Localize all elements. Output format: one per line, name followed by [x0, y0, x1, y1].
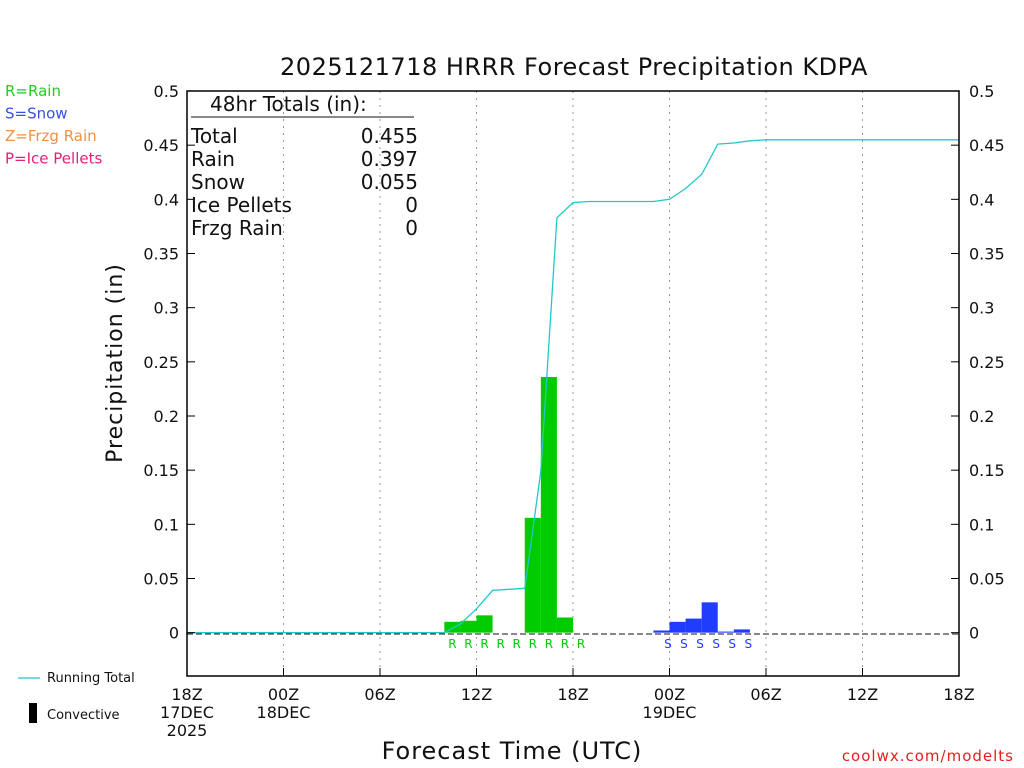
- y-tick-label: 0.45: [143, 136, 179, 155]
- precip-bar-rain: [556, 617, 573, 633]
- ptype-marker: R: [561, 637, 569, 651]
- y-axis-left: 0.5 0.45 0.4 0.35 0.3 0.25 0.2 0.15 0.1 0.05 0: [143, 82, 195, 643]
- running-total-legend-label: Running Total: [47, 671, 135, 686]
- bottom-legend: Running Total Convective: [18, 671, 135, 723]
- y-tick-label: 0.4: [969, 190, 994, 209]
- x-axis-label: Forecast Time (UTC): [382, 737, 643, 765]
- ptype-marker: R: [577, 637, 585, 651]
- x-tick-label: 12Z: [847, 685, 878, 704]
- ptype-marker: R: [529, 637, 537, 651]
- ptype-marker: S: [744, 637, 752, 651]
- x-tick-label: 18Z: [171, 685, 202, 704]
- ptype-marker: R: [480, 637, 488, 651]
- ptype-legend-item: P=Ice Pellets: [5, 150, 102, 168]
- totals-label: Total: [190, 124, 238, 148]
- totals-label: Ice Pellets: [191, 193, 292, 217]
- totals-label: Frzg Rain: [191, 216, 283, 240]
- y-tick-label: 0.2: [154, 407, 179, 426]
- y-tick-label: 0.3: [154, 299, 179, 318]
- ptype-marker: R: [513, 637, 521, 651]
- totals-value: 0.055: [361, 170, 418, 194]
- y-tick-label: 0.3: [969, 299, 994, 318]
- ptype-legend-item: R=Rain: [5, 82, 61, 100]
- ptype-marker: R: [496, 637, 504, 651]
- precip-bar-snow: [701, 602, 718, 633]
- precip-bars: [444, 377, 750, 633]
- y-tick-label: 0.45: [969, 136, 1005, 155]
- chart-title: 2025121718 HRRR Forecast Precipitation K…: [280, 53, 868, 81]
- convective-legend-swatch: [29, 703, 37, 723]
- precip-bar-snow: [669, 621, 686, 633]
- precip-bar-snow: [685, 618, 702, 633]
- ptype-marker: S: [696, 637, 704, 651]
- ptype-legend: R=Rain S=Snow Z=Frzg Rain P=Ice Pellets: [5, 82, 102, 168]
- precip-bar-rain: [476, 615, 493, 633]
- y-tick-label: 0.15: [143, 461, 179, 480]
- ptype-marker: R: [448, 637, 456, 651]
- y-tick-label: 0.4: [154, 190, 179, 209]
- precip-bar-snow: [653, 630, 670, 633]
- y-axis-label: Precipitation (in): [103, 263, 128, 463]
- precip-bar-snow: [733, 629, 750, 633]
- totals-value: 0: [405, 193, 418, 217]
- totals-box: 48hr Totals (in): Total 0.455 Rain 0.397 Sno…: [190, 92, 418, 240]
- ptype-marker: R: [545, 637, 553, 651]
- totals-label: Rain: [191, 147, 235, 171]
- ptype-marker: S: [680, 637, 688, 651]
- precip-bar-rain: [540, 377, 557, 633]
- y-tick-label: 0.25: [969, 353, 1005, 372]
- x-tick-label: 00Z: [268, 685, 299, 704]
- credit-text: coolwx.com/modelts: [842, 747, 1014, 765]
- y-tick-label: 0.25: [143, 353, 179, 372]
- x-tick-label: 00Z: [654, 685, 685, 704]
- precip-bar-rain: [524, 517, 541, 633]
- ptype-marker: R: [464, 637, 472, 651]
- y-tick-label: 0.05: [143, 570, 179, 589]
- totals-value: 0: [405, 216, 418, 240]
- y-tick-label: 0.1: [154, 515, 179, 534]
- y-tick-label: 0.35: [969, 245, 1005, 264]
- y-tick-label: 0: [969, 624, 979, 643]
- running-total-line: [187, 139, 959, 634]
- y-tick-label: 0: [169, 624, 179, 643]
- ptype-marker: S: [712, 637, 720, 651]
- ptype-legend-item: Z=Frzg Rain: [5, 127, 97, 145]
- y-tick-label: 0.2: [969, 407, 994, 426]
- ptype-marker: S: [728, 637, 736, 651]
- x-tick-label: 2025: [167, 721, 208, 740]
- y-axis-right: 0.5 0.45 0.4 0.35 0.3 0.25 0.2 0.15 0.1 0.05 0: [951, 82, 1005, 643]
- x-tick-label: 19DEC: [643, 703, 697, 722]
- x-tick-label: 12Z: [461, 685, 492, 704]
- totals-value: 0.397: [361, 147, 418, 171]
- x-tick-label: 18Z: [943, 685, 974, 704]
- y-tick-label: 0.15: [969, 461, 1005, 480]
- totals-header: 48hr Totals (in):: [210, 92, 367, 116]
- x-tick-label: 18Z: [557, 685, 588, 704]
- y-tick-label: 0.5: [154, 82, 179, 101]
- totals-value: 0.455: [361, 124, 418, 148]
- y-tick-label: 0.1: [969, 515, 994, 534]
- x-tick-label: 18DEC: [257, 703, 311, 722]
- x-tick-label: 06Z: [364, 685, 395, 704]
- y-tick-label: 0.05: [969, 570, 1005, 589]
- ptype-legend-item: S=Snow: [5, 105, 68, 123]
- convective-legend-label: Convective: [47, 708, 120, 723]
- x-tick-label: 17DEC: [160, 703, 214, 722]
- x-tick-label: 06Z: [750, 685, 781, 704]
- ptype-marker: S: [664, 637, 672, 651]
- totals-label: Snow: [191, 170, 245, 194]
- precip-bar-rain: [460, 620, 477, 633]
- y-tick-label: 0.35: [143, 245, 179, 264]
- y-tick-label: 0.5: [969, 82, 994, 101]
- precip-bar-rain: [444, 621, 461, 633]
- precip-bar-snow: [717, 631, 734, 633]
